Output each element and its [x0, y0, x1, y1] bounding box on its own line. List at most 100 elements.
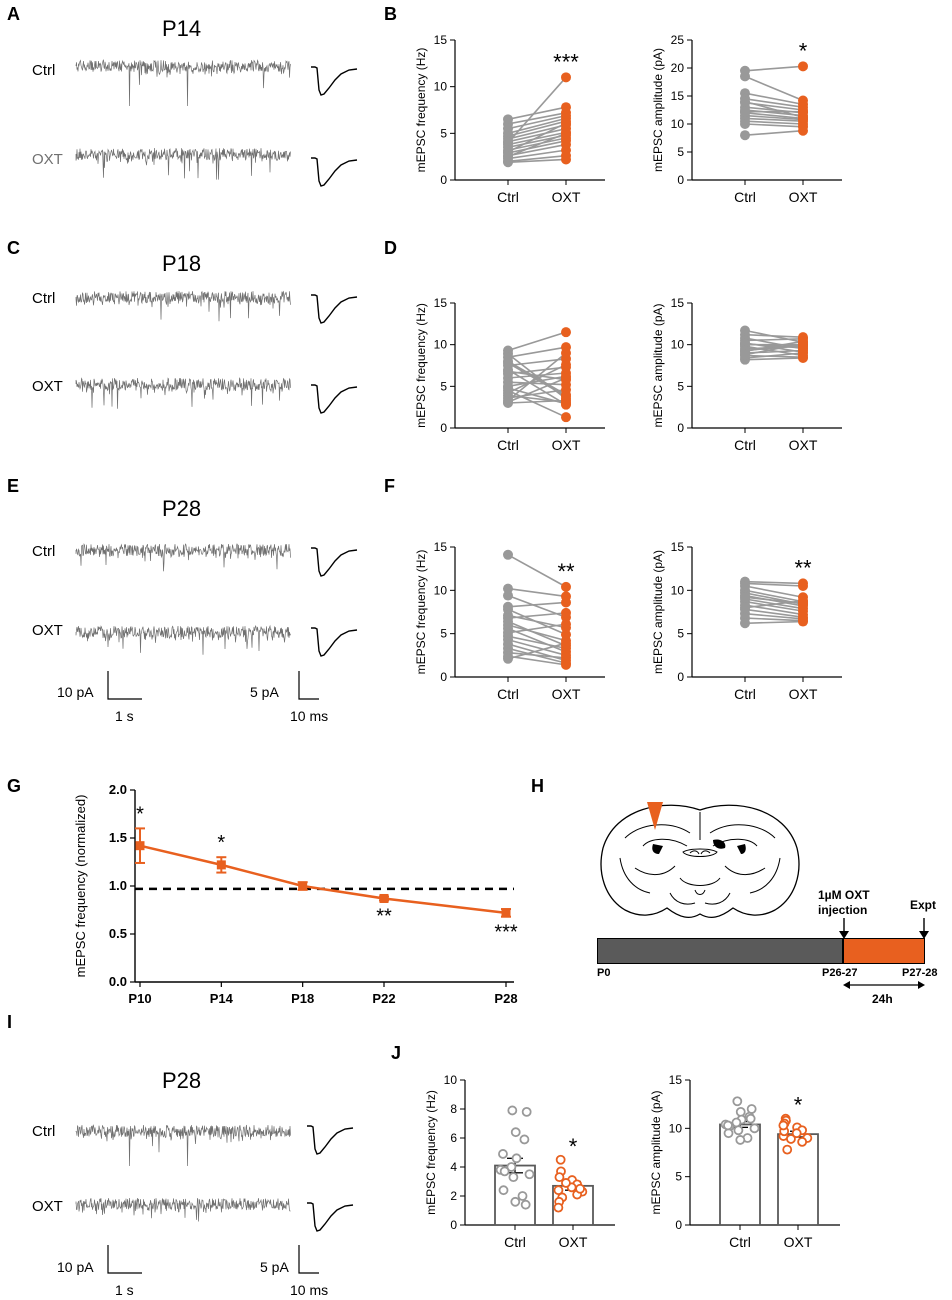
pair-line	[507, 120, 567, 137]
significance-marker: **	[794, 555, 812, 580]
oxt-point	[561, 327, 571, 338]
pair-line	[507, 624, 567, 642]
pair-line	[507, 127, 567, 143]
x-tick-label: OXT	[784, 1234, 813, 1250]
ctrl-point	[735, 1107, 746, 1117]
y-tick-label: 1.0	[109, 878, 127, 893]
pair-line	[744, 343, 804, 349]
ctrl-point	[740, 96, 750, 107]
pair-line	[744, 114, 804, 121]
brain-schematic	[600, 804, 800, 919]
average-event-path	[311, 294, 358, 324]
pair-line	[507, 587, 567, 598]
pair-line	[744, 608, 804, 618]
significance-marker: *	[136, 803, 144, 825]
oxt-point	[561, 1178, 571, 1188]
y-axis-label: mEPSC frequency (Hz)	[414, 48, 428, 173]
oxt-point	[798, 106, 808, 117]
oxt-point	[561, 659, 571, 670]
y-tick-label: 25	[671, 33, 685, 47]
oxt-trace-e	[75, 624, 291, 655]
ctrl-point	[740, 71, 750, 82]
pair-line	[744, 617, 804, 622]
scale-bar-long	[107, 671, 142, 700]
ctrl-point	[733, 1125, 744, 1136]
panel-letter-b: B	[384, 4, 397, 24]
y-tick-label: 10	[434, 80, 448, 94]
expt-label: Expt	[910, 898, 937, 912]
panel-letter-a: A	[7, 4, 20, 24]
ctrl-point	[511, 1153, 522, 1164]
scale-bar-long-i	[107, 1245, 142, 1274]
y-tick-label: 10	[671, 117, 685, 131]
pair-line	[744, 65, 804, 72]
y-tick-label: 10	[434, 338, 448, 352]
oxt-point	[554, 1172, 565, 1183]
y-axis-label: mEPSC frequency (Hz)	[414, 303, 428, 428]
pair-line	[507, 158, 567, 164]
oxt-point	[561, 597, 571, 608]
chart-f-amplitude: 0 5 10 15 Ctrl OXT mEPSC amplitude (pA) **	[651, 540, 842, 702]
panel-letter-d: D	[384, 238, 397, 258]
x-tick-label: OXT	[789, 686, 818, 702]
pair-line	[507, 612, 567, 619]
injection-label-line-1: 1µM OXT	[818, 888, 870, 902]
y-tick-label: 10	[434, 583, 448, 597]
y-tick-label: 6	[450, 1131, 457, 1145]
panel-letter-g: G	[7, 776, 22, 796]
series-line	[139, 844, 507, 915]
ctrl-point	[740, 592, 750, 603]
ctrl-point	[740, 119, 750, 129]
y-axis-label: mEPSC amplitude (pA)	[651, 303, 665, 427]
oxt-point	[561, 652, 571, 663]
x-tick-label: P22	[372, 991, 395, 1006]
oxt-point	[575, 1183, 585, 1194]
data-point	[298, 881, 308, 891]
y-tick-label: 15	[434, 33, 448, 47]
injection-label: 1µM OXT injection	[818, 888, 870, 918]
ctrl-point	[503, 366, 513, 377]
y-tick-label: 0	[677, 670, 684, 684]
oxt-point	[786, 1134, 796, 1144]
x-tick-label: OXT	[552, 686, 581, 702]
ctrl-average-event-i	[307, 1125, 354, 1155]
age-label-e: P28	[162, 496, 202, 521]
ctrl-point	[498, 1185, 509, 1196]
pair-line	[744, 589, 804, 603]
oxt-point	[555, 1154, 566, 1165]
panel-letter-h: H	[531, 776, 544, 796]
ctrl-point	[503, 653, 513, 664]
pair-line	[507, 601, 567, 608]
pair-line	[507, 122, 567, 153]
ctrl-point	[503, 151, 513, 162]
timeline-p0: P0	[597, 967, 611, 979]
age-label-c: P18	[162, 251, 202, 276]
pair-line	[744, 612, 804, 620]
pair-line	[744, 620, 804, 625]
pair-line	[507, 137, 567, 151]
scale-bar-short	[298, 671, 319, 700]
x-tick-label: Ctrl	[504, 1234, 526, 1250]
trace-path	[75, 543, 291, 572]
y-tick-label: 5	[440, 379, 447, 393]
pair-line	[507, 554, 567, 588]
oxt-point	[561, 391, 571, 402]
pair-line	[507, 76, 567, 144]
chart-b-frequency: 0 5 10 15 Ctrl OXT mEPSC frequency (Hz) ***	[414, 33, 605, 205]
ctrl-point	[506, 1162, 517, 1172]
y-tick-label: 0	[440, 670, 447, 684]
ctrl-point	[503, 583, 513, 594]
panel-letter-c: C	[7, 238, 20, 258]
ctrl-point	[503, 397, 513, 408]
age-label-i: P28	[162, 1068, 202, 1093]
oxt-point	[791, 1128, 802, 1139]
significance-marker: *	[799, 38, 808, 63]
y-tick-label: 10	[671, 583, 685, 597]
pair-line	[744, 98, 804, 108]
x-tick-label: P18	[291, 991, 314, 1006]
y-tick-label: 15	[434, 296, 448, 310]
injection-arrowhead	[647, 802, 663, 830]
y-tick-label: 1.5	[109, 830, 127, 845]
oxt-point	[561, 619, 571, 630]
y-tick-label: 4	[450, 1160, 457, 1174]
